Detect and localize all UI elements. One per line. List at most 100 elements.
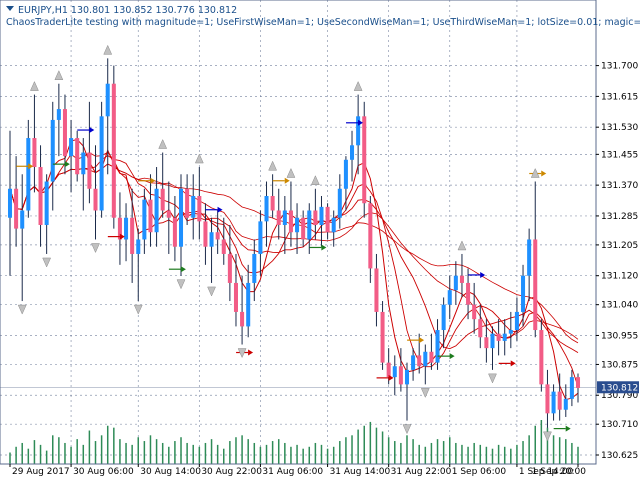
fractal-up-icon	[457, 240, 467, 251]
bull-candle	[569, 377, 574, 399]
signal-arrow-icon	[119, 233, 125, 240]
x-tick-label: 30 Aug 06:00	[73, 467, 134, 477]
y-tick-label: 130.955	[601, 331, 638, 341]
bear-candle	[386, 362, 391, 378]
y-tick-label: 131.370	[601, 181, 638, 191]
last-price-value: 130.812	[601, 383, 638, 393]
signal-arrow-icon	[388, 374, 394, 381]
signal-arrow-icon	[180, 266, 186, 273]
bull-candle	[246, 282, 251, 327]
bull-candle	[551, 391, 556, 414]
bull-candle	[20, 210, 25, 229]
bull-candle	[563, 398, 568, 410]
x-tick-label: 1 Sep 06:00	[452, 467, 507, 477]
bear-candle	[368, 203, 373, 269]
signal-arrow-icon	[480, 271, 486, 278]
moving-average-line	[9, 155, 579, 353]
bull-candle	[307, 210, 312, 240]
signal-markers	[16, 119, 571, 432]
bear-candle	[325, 206, 330, 233]
bull-candle	[411, 355, 416, 370]
bear-candle	[203, 221, 208, 247]
x-tick-label: 29 Aug 2017	[12, 467, 70, 477]
time-axis: 29 Aug 2017 30 Aug 06:00 30 Aug 14:00 30 Au…	[9, 464, 586, 477]
fractal-up-icon	[530, 167, 540, 178]
bear-candle	[301, 217, 306, 240]
bear-candle	[276, 210, 281, 225]
bull-candle	[81, 152, 86, 175]
bull-candle	[435, 330, 440, 363]
bear-candle	[557, 391, 562, 410]
last-price-tag: 130.812	[597, 381, 639, 394]
bull-candle	[50, 119, 55, 182]
bull-candle	[527, 239, 532, 276]
y-tick-label: 130.875	[601, 360, 638, 370]
svg-text:EURJPY,H1 130.801 130.852 130.: EURJPY,H1 130.801 130.852 130.776 130.81…	[18, 5, 237, 16]
bull-candle	[350, 145, 355, 160]
bear-candle	[93, 188, 98, 211]
bear-candle	[472, 304, 477, 320]
x-tick-label: 30 Aug 14:00	[140, 467, 201, 477]
bull-candle	[356, 116, 361, 146]
bear-candle	[374, 268, 379, 312]
bull-candle	[521, 275, 526, 312]
signal-arrow-icon	[28, 163, 34, 170]
bear-candle	[75, 138, 80, 175]
last-price-tag-bg	[597, 381, 639, 394]
bear-candle	[380, 311, 385, 363]
bull-candle	[514, 311, 519, 331]
bear-candle	[362, 116, 367, 204]
symbol-label: EURJPY,H1	[18, 5, 68, 16]
bear-candle	[398, 366, 403, 385]
signal-arrow-icon	[321, 244, 327, 251]
bull-candle	[423, 351, 428, 367]
bull-candle	[441, 304, 446, 331]
bull-candle	[258, 221, 263, 254]
y-tick-label: 131.700	[601, 62, 638, 72]
candles	[7, 58, 581, 428]
bull-candle	[508, 330, 513, 334]
fractal-up-icon	[30, 80, 39, 91]
bear-candle	[117, 217, 122, 240]
bear-candle	[545, 384, 550, 414]
bear-candle	[288, 210, 293, 233]
price-axis: 131.700 131.615 131.530 131.455 131.370 131.2…	[596, 62, 638, 461]
bull-candle	[191, 196, 196, 218]
y-tick-label: 131.455	[601, 150, 638, 160]
bull-candle	[252, 253, 257, 283]
signal-arrow-icon	[248, 349, 254, 356]
y-tick-label: 131.615	[601, 92, 638, 102]
bull-candle	[142, 199, 147, 240]
bear-candle	[270, 196, 275, 211]
bear-candle	[215, 232, 220, 240]
bull-candle	[404, 369, 410, 385]
y-tick-label: 130.790	[601, 391, 638, 401]
bear-candle	[87, 152, 92, 189]
bear-candle	[539, 330, 544, 385]
bear-candle	[62, 109, 67, 157]
chart-header: EURJPY,H1 130.801 130.852 130.776 130.81…	[6, 5, 640, 28]
y-tick-label: 130.710	[601, 420, 638, 430]
signal-arrow-icon	[217, 206, 223, 213]
bear-candle	[459, 275, 464, 283]
signal-arrow-icon	[419, 337, 425, 344]
bull-candle	[282, 210, 287, 225]
fractal-up-icon	[103, 44, 113, 55]
bull-candle	[337, 188, 342, 218]
bull-candle	[69, 138, 74, 157]
header-triangle-icon[interactable]	[6, 6, 14, 11]
bear-candle	[429, 351, 434, 363]
signal-arrow-icon	[64, 161, 70, 168]
plot-frame	[0, 0, 597, 465]
bear-candle	[148, 199, 153, 233]
fractal-down-icon	[402, 424, 412, 435]
bear-candle	[466, 282, 471, 305]
bear-candle	[478, 319, 483, 338]
fractal-down-icon	[17, 304, 27, 315]
signal-arrow-icon	[510, 360, 516, 367]
bull-candle	[319, 206, 324, 225]
bull-candle	[7, 188, 13, 218]
ohlc-label: 130.801 130.852 130.776 130.812	[71, 5, 237, 16]
